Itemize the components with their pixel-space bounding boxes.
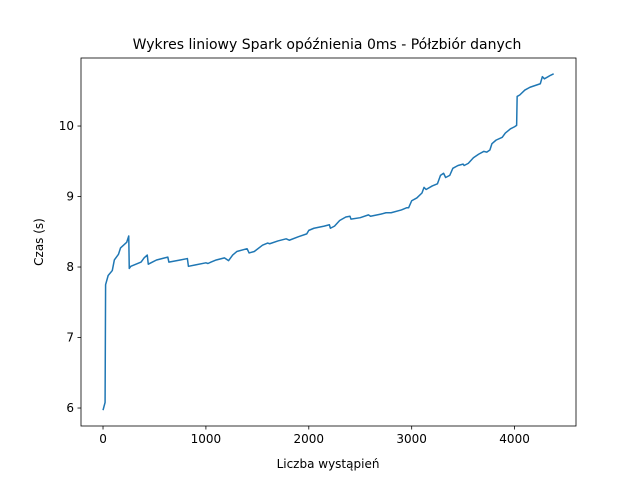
x-tick-label: 4000 [499,432,530,446]
y-tick-label: 9 [66,190,74,204]
x-tick-label: 2000 [294,432,325,446]
chart-title: Wykres liniowy Spark opóźnienia 0ms - Pó… [133,37,522,53]
data-line [102,73,554,411]
x-tick-label: 1000 [191,432,222,446]
y-axis-label: Czas (s) [32,218,46,266]
plot-frame [80,57,577,427]
y-tick-label: 10 [59,119,74,133]
x-tick-label: 3000 [396,432,427,446]
x-tick-label: 0 [99,432,107,446]
x-axis-label: Liczba wystąpień [277,457,380,471]
y-tick-label: 8 [66,260,74,274]
y-tick-label: 7 [66,331,74,345]
y-tick-label: 6 [66,401,74,415]
